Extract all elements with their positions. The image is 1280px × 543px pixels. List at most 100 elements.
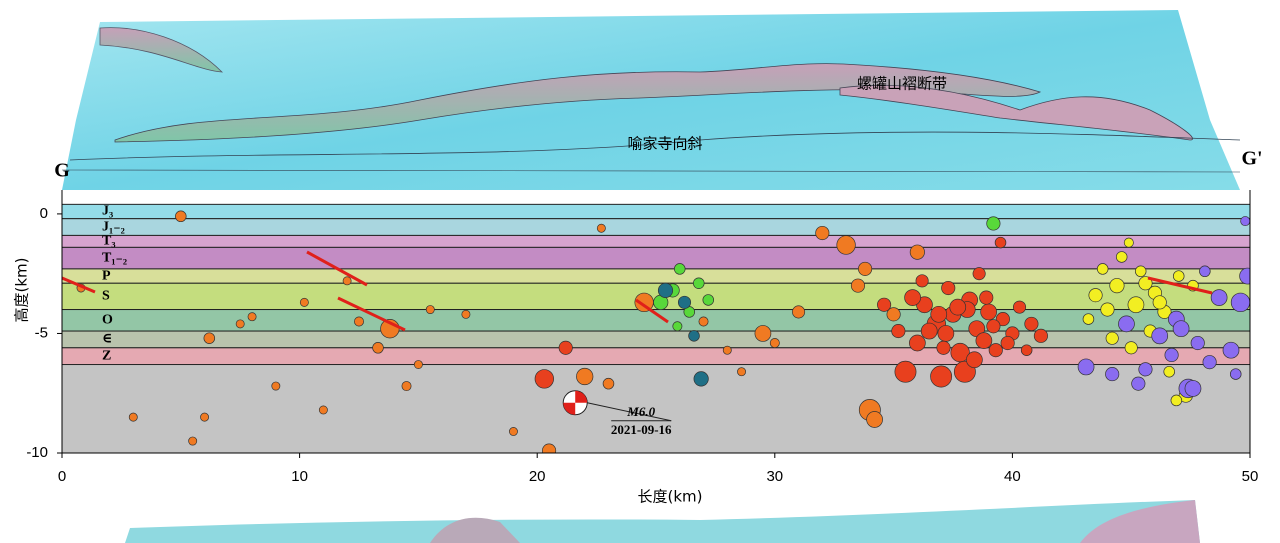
- earthquake: [1222, 341, 1240, 359]
- earthquake: [401, 381, 412, 392]
- earthquake: [1184, 380, 1202, 397]
- y-axis-label: 高度(km): [13, 257, 31, 322]
- earthquake: [1138, 276, 1153, 291]
- earthquake: [904, 289, 921, 306]
- earthquake: [850, 278, 866, 293]
- earthquake: [1123, 237, 1134, 248]
- y-tick-label: -10: [26, 444, 48, 461]
- earthquake: [1020, 344, 1033, 356]
- earthquake: [534, 369, 554, 389]
- earthquake: [1115, 251, 1128, 263]
- earthquake: [1131, 376, 1146, 391]
- earthquake: [677, 295, 692, 309]
- earthquake: [200, 412, 210, 422]
- y-tick-label: -5: [35, 324, 48, 341]
- earthquake: [1000, 335, 1015, 351]
- earthquake: [672, 321, 683, 332]
- earthquake: [995, 312, 1010, 327]
- earthquake: [1202, 355, 1217, 370]
- x-tick-label: 0: [58, 468, 66, 485]
- earthquake: [1109, 278, 1125, 294]
- map-bottom-strip: [125, 500, 1200, 543]
- earthquake: [203, 332, 216, 344]
- map-label: 喻家寺向斜: [627, 135, 702, 153]
- earthquake: [920, 322, 938, 340]
- earthquake: [602, 377, 615, 390]
- earthquake: [372, 342, 384, 354]
- earthquake: [1210, 289, 1228, 306]
- earthquake: [1151, 327, 1169, 345]
- earthquake: [1105, 331, 1119, 345]
- earthquake: [596, 223, 606, 233]
- earthquake: [909, 244, 925, 260]
- stratum: [62, 203, 1250, 220]
- earthquake: [941, 280, 956, 296]
- earthquake: [1033, 328, 1048, 343]
- stratum: [62, 347, 1250, 366]
- earthquake: [1170, 394, 1183, 407]
- earthquake: [1152, 295, 1167, 310]
- earthquake: [693, 371, 709, 387]
- earthquake: [461, 309, 471, 319]
- earthquake: [1163, 365, 1175, 378]
- earthquake: [188, 436, 198, 446]
- earthquake: [542, 443, 557, 453]
- earthquake: [886, 307, 901, 322]
- earthquake: [972, 267, 986, 281]
- stratum: [62, 268, 1250, 284]
- earthquake: [866, 411, 883, 428]
- earthquake: [342, 276, 352, 286]
- earthquake: [891, 324, 906, 339]
- earthquake: [894, 360, 917, 383]
- mainshock-quadrant: [563, 402, 576, 415]
- earthquake: [1124, 341, 1138, 355]
- map-label: 螺罐山褶断带: [857, 75, 947, 93]
- annotation-line: [587, 402, 672, 422]
- earthquake: [354, 316, 364, 327]
- y-tick-label: 0: [40, 205, 48, 222]
- earthquake: [1077, 358, 1095, 376]
- earthquake: [1012, 300, 1027, 314]
- earthquake: [1229, 368, 1242, 380]
- earthquake: [1024, 316, 1039, 331]
- earthquake: [702, 294, 715, 306]
- earthquake: [558, 340, 573, 355]
- earthquake: [299, 297, 309, 307]
- stratum: [62, 330, 1250, 349]
- earthquake: [986, 319, 1001, 334]
- section-end: G': [1241, 148, 1262, 170]
- section-start: G: [54, 160, 70, 182]
- earthquake: [1118, 315, 1135, 333]
- earthquake: [1199, 265, 1211, 278]
- earthquake: [966, 351, 983, 369]
- earthquake: [909, 334, 926, 352]
- earthquake: [318, 405, 328, 415]
- stratum: [62, 218, 1250, 236]
- earthquake: [1138, 362, 1153, 377]
- stratum-label: ∈: [102, 332, 112, 347]
- stratum-label: P: [102, 268, 111, 283]
- earthquake: [937, 325, 955, 342]
- earthquake: [975, 332, 993, 349]
- earthquake: [1105, 367, 1120, 382]
- earthquake: [674, 263, 686, 275]
- earthquake: [271, 381, 281, 391]
- x-tick-label: 50: [1242, 468, 1259, 485]
- annotation: M6.0: [626, 404, 655, 419]
- earthquake: [576, 367, 594, 386]
- stratum-label: J₃: [102, 204, 113, 219]
- stratum: [62, 246, 1250, 270]
- earthquake: [949, 298, 967, 316]
- earthquake: [792, 305, 806, 319]
- earthquake: [1172, 270, 1185, 282]
- stratum-label: J₁₋₂: [102, 219, 125, 234]
- earthquake: [693, 277, 705, 289]
- earthquake: [235, 319, 245, 329]
- sky: [62, 190, 1250, 205]
- axes: 0 10 20 30 40 50 -10 -5 0: [26, 190, 1258, 485]
- earthquake: [698, 316, 709, 327]
- earthquake: [1134, 265, 1147, 278]
- earthquake: [930, 365, 953, 388]
- earthquake: [737, 367, 746, 377]
